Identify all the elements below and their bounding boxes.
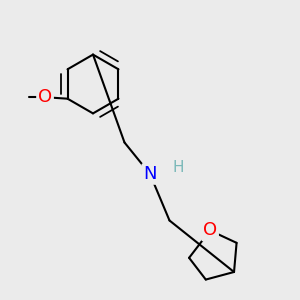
Text: O: O (38, 88, 52, 106)
Text: H: H (173, 160, 184, 175)
Text: O: O (203, 221, 217, 239)
Text: N: N (143, 165, 157, 183)
